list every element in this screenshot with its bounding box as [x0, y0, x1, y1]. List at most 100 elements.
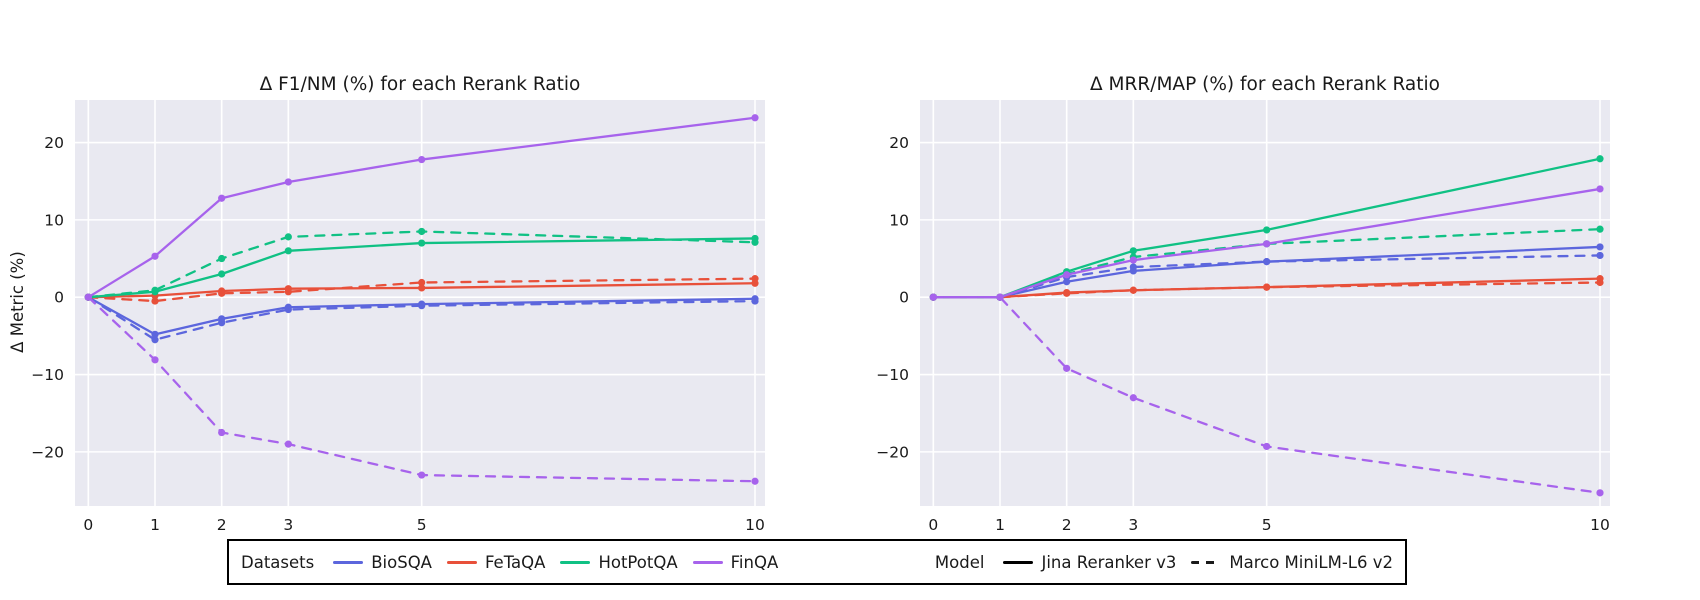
- x-tick-label: 0: [83, 516, 93, 534]
- data-point-hotpotqa: [284, 233, 292, 241]
- data-point-finqa: [996, 293, 1004, 301]
- y-tick-label: −20: [31, 443, 64, 461]
- data-point-finqa: [929, 293, 937, 301]
- y-tick-label: 10: [889, 211, 909, 229]
- plot-area: [920, 100, 1610, 506]
- data-point-finqa: [151, 252, 159, 260]
- x-tick-label: 3: [1128, 516, 1138, 534]
- legend-item-label: Jina Reranker v3: [1041, 552, 1177, 572]
- data-point-finqa: [1263, 442, 1271, 451]
- data-point-fetaqa: [1063, 289, 1071, 297]
- data-point-finqa: [418, 155, 426, 164]
- data-point-fetaqa: [751, 275, 759, 283]
- data-point-biosqa: [151, 336, 159, 344]
- data-point-fetaqa: [1596, 278, 1604, 287]
- data-point-finqa: [1129, 394, 1137, 402]
- legend-item-biosqa: BioSQA: [333, 553, 432, 572]
- legend-datasets-title: Datasets: [241, 552, 315, 572]
- data-point-hotpotqa: [418, 227, 426, 236]
- legend-item-marco-minilm: Marco MiniLM-L6 v2: [1191, 553, 1393, 572]
- y-tick-label: −10: [31, 366, 64, 384]
- data-point-biosqa: [751, 297, 759, 305]
- x-tick-label: 3: [283, 516, 293, 534]
- data-point-finqa: [284, 178, 292, 186]
- data-point-hotpotqa: [218, 254, 226, 263]
- data-point-fetaqa: [1263, 283, 1271, 291]
- legend-model-title: Model: [934, 552, 985, 572]
- y-tick-label: 0: [54, 289, 64, 307]
- series-line-finqa-solid: [87, 116, 757, 299]
- data-point-biosqa: [418, 302, 426, 310]
- data-point-biosqa: [1129, 263, 1137, 271]
- series-line-biosqa-solid: [87, 296, 757, 336]
- legend-item-finqa: FinQA: [692, 552, 779, 572]
- x-tick-label: 5: [417, 516, 427, 534]
- y-tick-label: 10: [44, 211, 64, 229]
- series-line-hotpotqa-solid: [87, 237, 757, 299]
- legend-item-hotpotqa: HotPotQA: [560, 552, 678, 572]
- fetaqa-line-swatch: [446, 560, 477, 564]
- x-tick-label: 1: [995, 516, 1005, 534]
- data-point-hotpotqa: [1129, 247, 1137, 255]
- data-point-fetaqa: [418, 284, 426, 292]
- data-point-hotpotqa: [418, 239, 426, 247]
- legend-item-jina-reranker: Jina Reranker v3: [1003, 553, 1176, 572]
- data-point-hotpotqa: [1596, 155, 1604, 163]
- data-point-finqa: [751, 477, 759, 485]
- y-axis-label: Δ Metric (%): [8, 251, 27, 353]
- x-tick-label: 5: [1262, 516, 1272, 534]
- x-tick-label: 2: [217, 516, 227, 534]
- data-point-finqa: [218, 194, 226, 202]
- data-point-biosqa: [1596, 251, 1604, 260]
- biosqa-line-swatch: [333, 560, 364, 564]
- y-tick-label: 20: [889, 134, 909, 152]
- series-line-hotpotqa-dashed: [87, 230, 757, 299]
- series-line-fetaqa-solid: [87, 282, 757, 299]
- data-point-fetaqa: [151, 297, 159, 305]
- data-point-hotpotqa: [1596, 225, 1604, 233]
- legend-datasets-group: Datasets BioSQA FeTaQA HotPotQA FinQA: [241, 553, 778, 572]
- data-point-hotpotqa: [151, 286, 159, 294]
- data-point-finqa: [1596, 185, 1604, 193]
- legend-item-label: HotPotQA: [598, 552, 678, 572]
- legend-model-group: Model Jina Reranker v3 Marco MiniLM-L6 v…: [935, 553, 1393, 572]
- data-point-finqa: [418, 471, 426, 479]
- series-line-fetaqa-dashed: [87, 277, 757, 303]
- data-point-hotpotqa: [284, 247, 292, 255]
- data-point-fetaqa: [418, 278, 426, 287]
- data-point-biosqa: [1263, 258, 1271, 266]
- dashed-line-swatch: [1191, 560, 1222, 564]
- data-point-finqa: [284, 440, 292, 448]
- data-point-hotpotqa: [751, 238, 759, 246]
- x-tick-label: 1: [150, 516, 160, 534]
- data-point-finqa: [1129, 256, 1137, 264]
- data-point-fetaqa: [218, 289, 226, 297]
- left-chart-title: Δ F1/NM (%) for each Rerank Ratio: [259, 74, 581, 95]
- legend-item-label: BioSQA: [371, 552, 432, 572]
- y-tick-label: 20: [44, 134, 64, 152]
- legend-item-label: Marco MiniLM-L6 v2: [1229, 552, 1393, 572]
- x-tick-label: 2: [1062, 516, 1072, 534]
- data-point-finqa: [1063, 364, 1071, 372]
- finqa-line-swatch: [692, 560, 723, 564]
- data-point-hotpotqa: [1263, 226, 1271, 234]
- data-point-finqa: [151, 356, 159, 364]
- data-point-finqa: [1063, 271, 1071, 279]
- hotpotqa-line-swatch: [560, 560, 591, 564]
- data-point-finqa: [84, 293, 92, 301]
- x-tick-label: 0: [928, 516, 938, 534]
- data-point-fetaqa: [284, 288, 292, 296]
- legend-item-label: FinQA: [730, 552, 779, 572]
- y-tick-label: −10: [876, 366, 909, 384]
- data-point-biosqa: [151, 330, 159, 338]
- x-tick-label: 10: [1590, 516, 1610, 534]
- x-tick-label: 10: [745, 516, 765, 534]
- data-point-biosqa: [1596, 243, 1604, 251]
- series-line-finqa-dashed: [87, 296, 757, 483]
- data-point-fetaqa: [1129, 286, 1137, 294]
- data-point-finqa: [751, 114, 759, 122]
- y-tick-label: −20: [876, 443, 909, 461]
- data-point-finqa: [1263, 240, 1271, 248]
